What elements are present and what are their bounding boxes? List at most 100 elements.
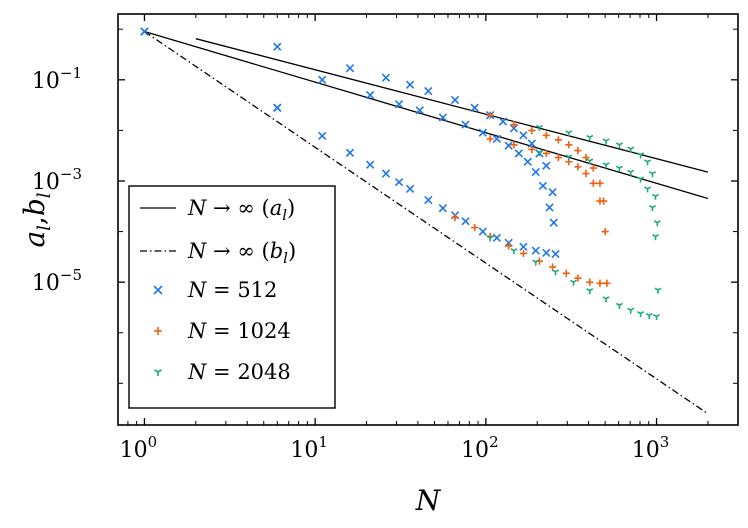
plot-area — [140, 27, 709, 415]
point-N512-lower-6 — [461, 120, 470, 129]
point-N2048-lower-2 — [586, 158, 594, 165]
point-N512-lower-5 — [438, 113, 448, 122]
legend-label-3: N = 512 — [187, 278, 277, 302]
point-N2048-b-7 — [615, 302, 623, 309]
x-axis-title: N — [415, 484, 442, 517]
point-N512-b-3 — [345, 148, 355, 158]
point-N512-b-12 — [478, 227, 487, 236]
point-N512-upper-1 — [273, 42, 282, 51]
point-N2048-upper-5 — [627, 146, 635, 153]
point-N1024-lower-8 — [589, 179, 597, 187]
legend-items: N → ∞ (al) N → ∞ (bl) N = 512 N = 1024 N = 2… — [140, 196, 296, 384]
point-N2048-lower-9 — [651, 233, 660, 241]
point-N512-upper-10 — [509, 124, 519, 133]
point-N2048-lower-3 — [602, 162, 610, 169]
legend-label-2: N → ∞ (bl) — [187, 239, 296, 267]
point-N512-lower-11 — [523, 157, 532, 166]
point-N2048-upper-7 — [644, 159, 652, 166]
point-N512-b-15 — [519, 242, 528, 251]
data-points — [140, 27, 662, 321]
reference-line-3 — [144, 31, 709, 415]
point-N2048-b-9 — [637, 311, 645, 318]
point-N1024-lower-2 — [528, 145, 536, 154]
point-N512-lower-10 — [514, 149, 523, 158]
point-N512-upper-3 — [381, 73, 391, 82]
point-N512-b-1 — [273, 103, 282, 112]
point-N2048-b-10 — [645, 312, 653, 320]
point-N512-lower-1 — [318, 75, 327, 84]
legend-entry-3: N = 512 — [153, 278, 277, 302]
point-N2048-lower-8 — [648, 204, 656, 212]
x-tick-label-0: 100 — [120, 433, 158, 463]
legend: N → ∞ (al) N → ∞ (bl) N = 512 N = 1024 N = 2… — [128, 185, 336, 409]
point-N512-upper-5 — [424, 86, 433, 96]
point-N1024-upper-9 — [596, 179, 604, 187]
point-N1024-lower-3 — [542, 149, 550, 158]
point-N2048-upper-3 — [602, 138, 610, 145]
point-N512-lower-12 — [531, 167, 540, 177]
y-axis-title: al,bl — [18, 192, 55, 247]
point-N512-lower-8 — [492, 134, 502, 144]
point-N512-b-5 — [381, 169, 391, 178]
point-N2048-upper-4 — [615, 142, 623, 149]
plot-frame — [117, 13, 739, 426]
point-N2048-lower-1 — [565, 154, 573, 161]
point-N512-b-7 — [405, 184, 415, 193]
point-N2048-upper-2 — [586, 134, 594, 141]
point-N512-b-18 — [551, 249, 560, 259]
point-N2048-b-5 — [586, 288, 594, 295]
reference-line-1 — [195, 38, 709, 173]
point-N512-upper-6 — [450, 95, 460, 105]
point-N512-upper-9 — [498, 117, 508, 126]
legend-entry-5: N = 2048 — [154, 360, 291, 384]
point-N1024-upper-7 — [582, 153, 590, 162]
point-N1024-b-4 — [519, 249, 528, 258]
legend-entry-4: N = 1024 — [154, 319, 291, 343]
point-N512-lower-9 — [504, 141, 513, 150]
point-N1024-lower-1 — [510, 141, 518, 149]
point-N2048-b-1 — [510, 248, 518, 255]
point-N1024-lower-0 — [486, 135, 494, 143]
point-N2048-upper-8 — [648, 171, 656, 178]
point-N1024-upper-4 — [554, 136, 562, 144]
point-N512-b-4 — [365, 160, 375, 169]
x-tick-label-3: 103 — [632, 433, 670, 463]
point-N2048-lower-6 — [637, 176, 645, 183]
legend-entry-1: N → ∞ (al) — [140, 196, 295, 224]
point-N512-lower-14 — [545, 203, 554, 212]
point-N1024-b-11 — [603, 279, 611, 287]
point-N512-upper-7 — [470, 103, 479, 112]
point-N512-b-6 — [394, 177, 404, 187]
point-N1024-b-3 — [505, 242, 513, 250]
point-N2048-upper-10 — [653, 220, 661, 227]
point-N2048-lower-10 — [654, 287, 662, 294]
point-N2048-b-0 — [486, 235, 494, 242]
y-tick-label-1: 10−3 — [32, 165, 82, 195]
legend-label-4: N = 1024 — [187, 319, 291, 343]
point-N1024-lower-9 — [596, 197, 604, 205]
point-N1024-upper-5 — [565, 141, 573, 149]
point-N1024-lower-4 — [554, 153, 562, 162]
point-N512-upper-4 — [405, 80, 415, 89]
point-N1024-b-6 — [548, 263, 557, 271]
point-N1024-upper-2 — [528, 126, 536, 134]
point-N512-lower-13 — [538, 181, 548, 191]
point-N512-lower-15 — [549, 218, 558, 227]
point-N512-lower-4 — [415, 106, 424, 115]
point-N512-upper-15 — [548, 188, 557, 197]
x-tick-label-1: 101 — [290, 433, 328, 463]
point-N1024-b-7 — [562, 269, 570, 277]
point-N2048-upper-9 — [651, 193, 660, 200]
point-N1024-b-1 — [471, 223, 479, 232]
series-N1024 — [451, 111, 611, 287]
legend-marker-3 — [153, 285, 163, 295]
reference-line-2 — [144, 30, 709, 200]
legend-marker-4 — [154, 327, 162, 335]
point-N1024-lower-6 — [574, 163, 582, 171]
point-N512-b-11 — [461, 217, 470, 226]
point-N1024-b-9 — [586, 278, 594, 286]
point-N512-lower-7 — [478, 128, 487, 137]
y-tick-label-2: 10−5 — [32, 266, 82, 296]
point-N1024-upper-6 — [574, 146, 582, 155]
point-N2048-b-6 — [602, 296, 610, 303]
